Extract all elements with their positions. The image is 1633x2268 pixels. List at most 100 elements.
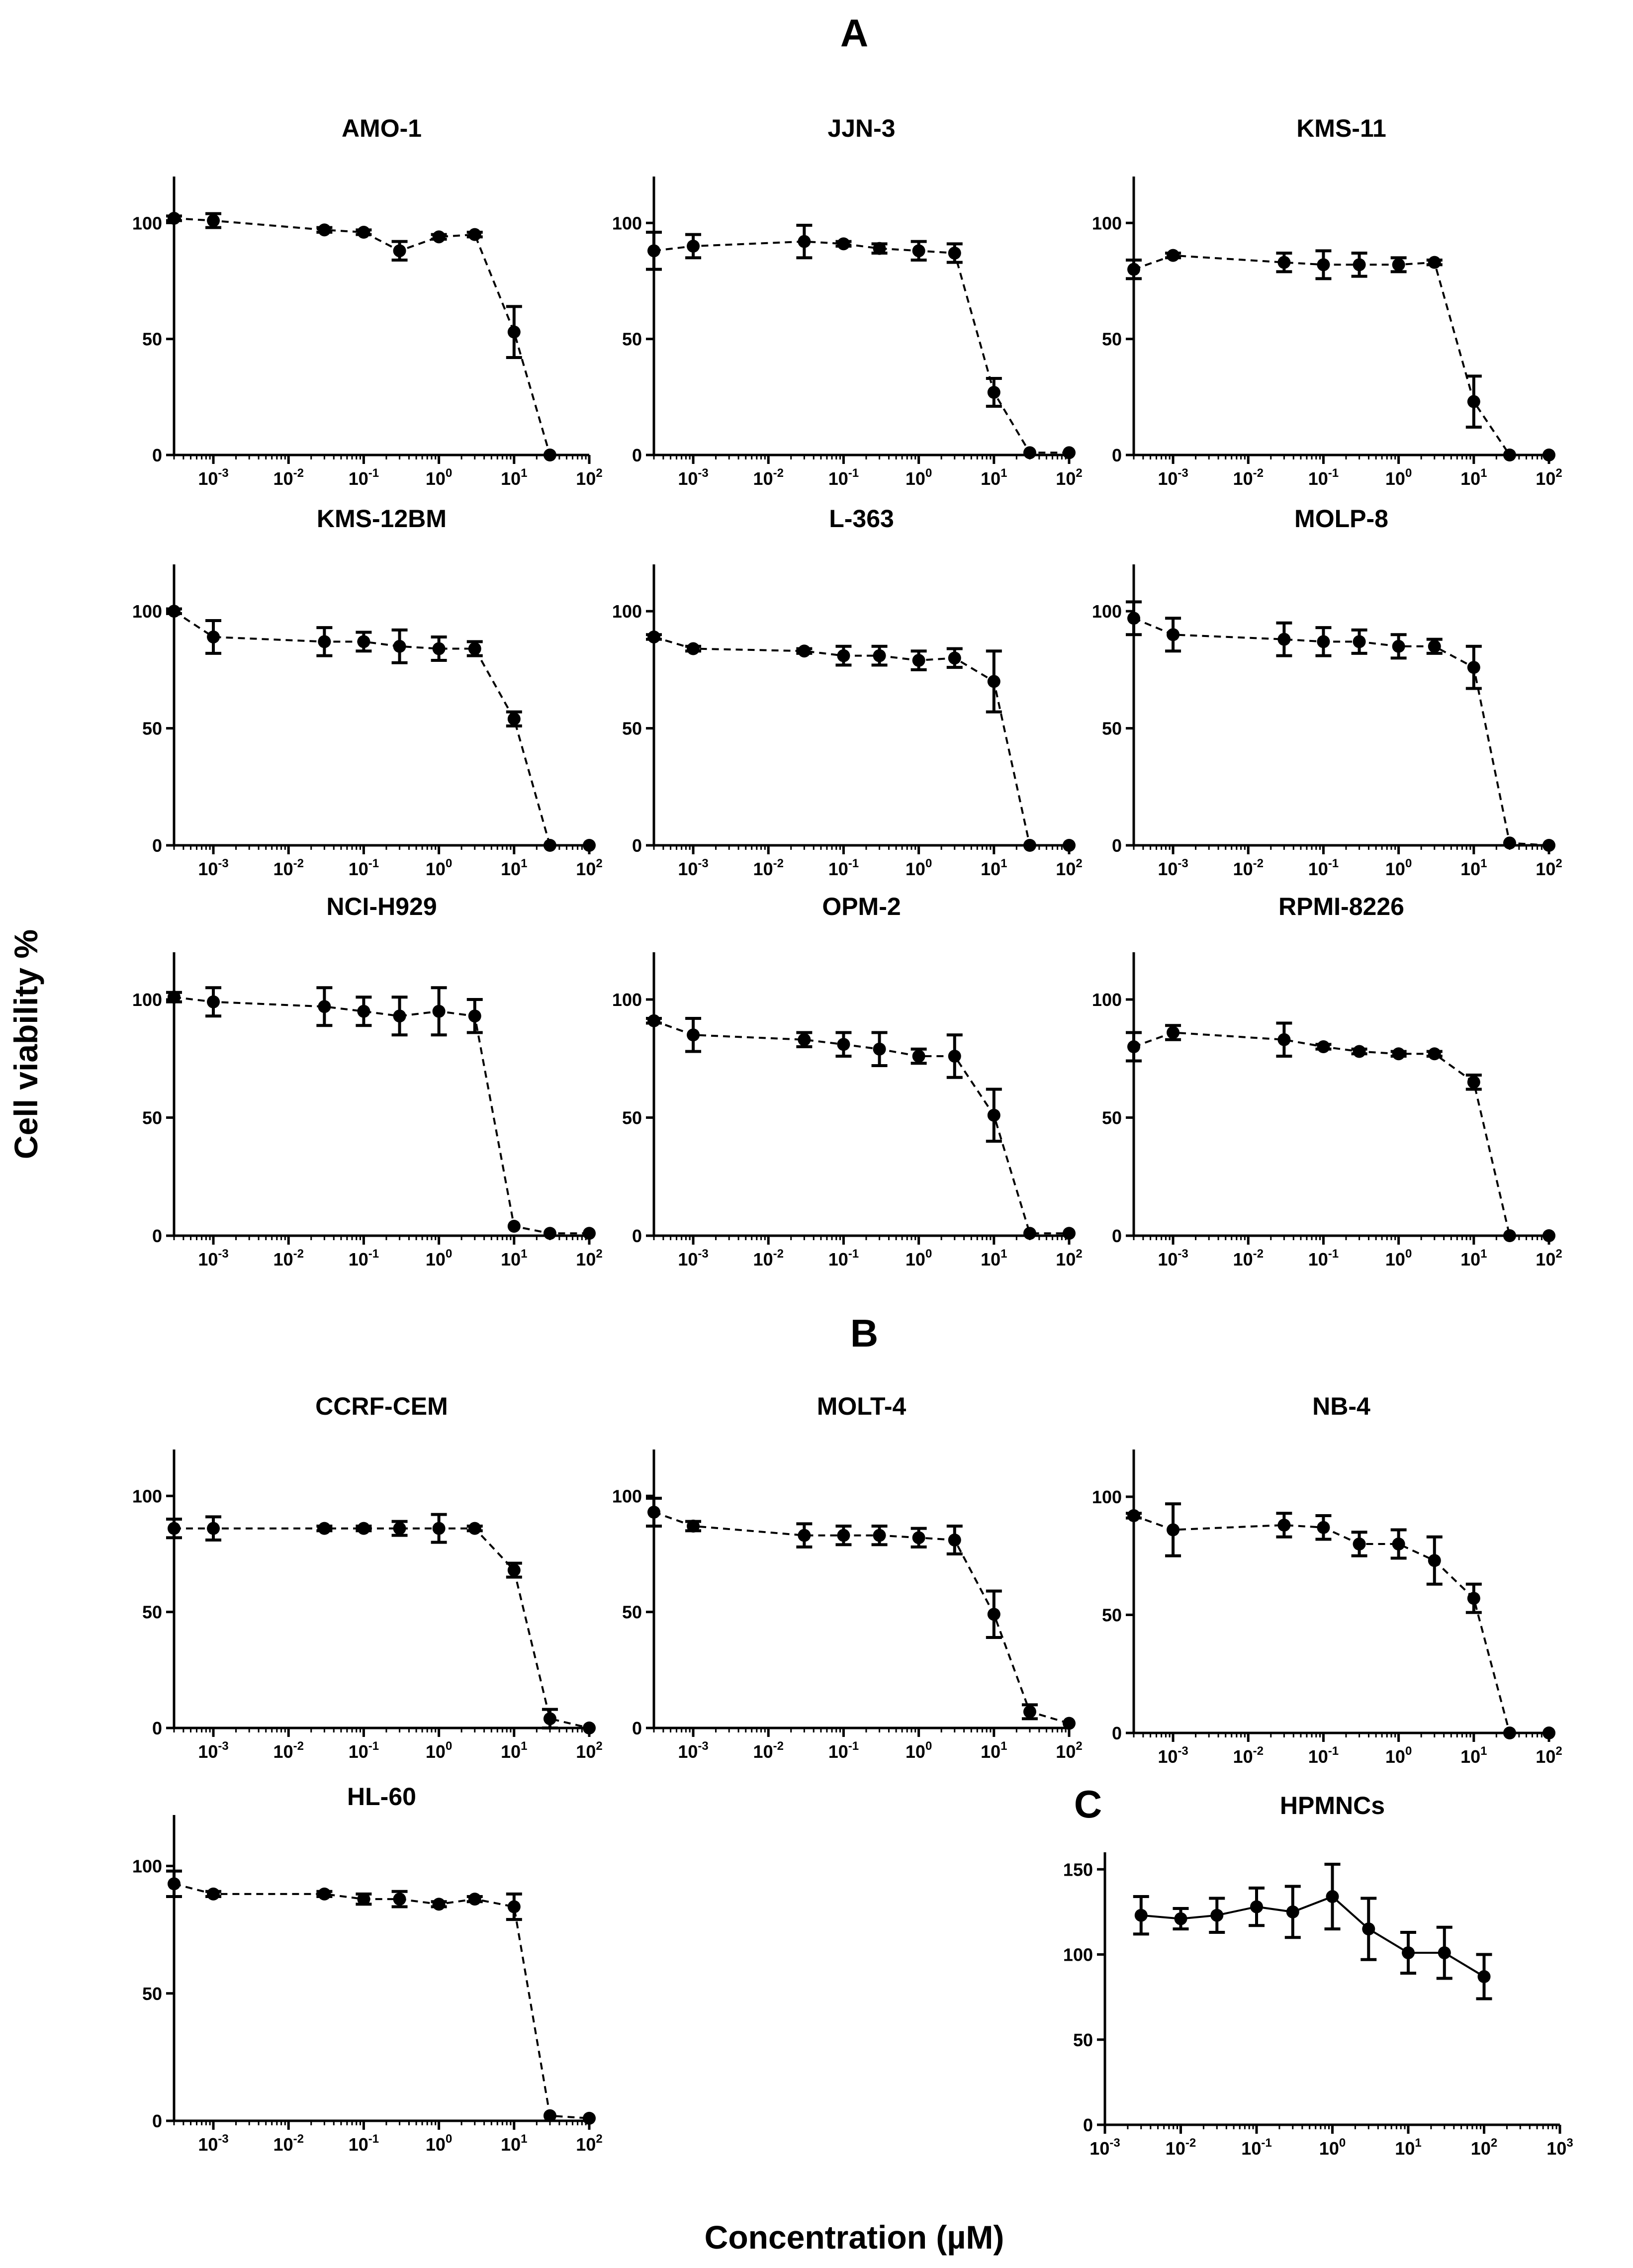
data-point	[647, 244, 660, 258]
x-tick-label: 10-3	[198, 2132, 228, 2155]
data-point	[687, 1028, 700, 1042]
x-tick-label: 10-2	[753, 1739, 784, 1762]
data-point	[168, 1877, 181, 1891]
chart-molt-4: MOLT-4 0 50 100 10-3 10-2 10-1 100 101 102	[612, 1392, 1083, 1762]
data-point	[583, 1722, 596, 1734]
data-point	[873, 649, 886, 662]
x-axis-title: Concentration (µM)	[705, 2219, 1004, 2256]
y-tick-label: 50	[622, 719, 642, 739]
x-tick-label: 10-3	[198, 466, 228, 489]
y-tick-label: 0	[1112, 1723, 1122, 1743]
data-point	[1428, 1554, 1441, 1567]
data-point	[507, 712, 521, 726]
y-tick-label: 50	[1102, 1108, 1122, 1128]
data-point	[1353, 258, 1366, 272]
y-tick-label: 0	[152, 1226, 162, 1246]
chart-l-363: L-363 0 50 100 10-3 10-2 10-1 100 101 102	[612, 505, 1083, 879]
chart-kms-12bm: KMS-12BM 0 50 100 10-3 10-2 10-1 100 101 102	[132, 505, 603, 879]
x-tick-label: 10-2	[273, 2132, 304, 2155]
data-point	[1167, 249, 1180, 262]
x-tick-label: 10-3	[1158, 1744, 1188, 1767]
data-point	[1250, 1900, 1263, 1913]
x-tick-label: 10-3	[678, 857, 708, 879]
x-tick-label: 102	[1536, 466, 1562, 489]
y-tick-label: 50	[142, 719, 162, 739]
data-point	[468, 1522, 481, 1535]
y-tick-label: 0	[152, 835, 162, 856]
data-point	[912, 1050, 925, 1063]
x-tick-label: 10-2	[273, 466, 304, 489]
y-tick-label: 50	[1102, 1605, 1122, 1626]
x-tick-label: 10-2	[1166, 2136, 1196, 2159]
chart-title: AMO-1	[342, 114, 422, 142]
y-tick-label: 0	[632, 1718, 642, 1738]
x-tick-label: 100	[426, 1739, 452, 1762]
data-point	[583, 839, 596, 852]
x-tick-label: 101	[1460, 857, 1487, 879]
data-point	[432, 1522, 446, 1535]
y-tick-label: 50	[622, 329, 642, 350]
data-point	[837, 1529, 850, 1542]
chart-hpmncs: HPMNCs 0 50 100 150 10-3 10-2 10-1 100 101 102 103	[1063, 1792, 1573, 2159]
data-point	[393, 244, 406, 258]
x-tick-label: 100	[426, 466, 452, 489]
chart-title: KMS-11	[1296, 114, 1386, 142]
data-point	[1167, 628, 1180, 641]
data-point	[1467, 661, 1480, 674]
data-point	[987, 1608, 1000, 1621]
x-tick-label: 100	[1385, 466, 1412, 489]
data-point	[1023, 446, 1036, 459]
data-point	[1542, 1229, 1555, 1242]
data-point	[837, 237, 850, 251]
x-tick-label: 101	[981, 1739, 1007, 1762]
data-point	[318, 635, 331, 648]
x-tick-label: 10-3	[1089, 2136, 1120, 2159]
data-point	[1467, 1076, 1480, 1089]
x-tick-label: 101	[981, 466, 1007, 489]
data-point	[1063, 1227, 1076, 1240]
data-point	[393, 1893, 406, 1906]
data-point	[948, 1534, 961, 1546]
x-tick-label: 10-2	[1233, 466, 1264, 489]
data-point	[1127, 1509, 1140, 1522]
y-tick-label: 0	[152, 1718, 162, 1738]
series-line	[174, 996, 589, 1235]
chart-nci-h929: NCI-H929 0 50 100 10-3 10-2 10-1 100 101 102	[132, 893, 603, 1270]
y-tick-label: 100	[612, 990, 642, 1010]
x-tick-label: 100	[426, 857, 452, 879]
data-point	[1392, 1538, 1405, 1550]
x-tick-label: 101	[1460, 1744, 1487, 1767]
data-point	[1392, 1047, 1405, 1061]
data-point	[507, 1900, 521, 1913]
x-tick-label: 102	[576, 857, 602, 879]
y-tick-label: 50	[1073, 2030, 1093, 2050]
chart-title: RPMI-8226	[1278, 893, 1404, 920]
series-line	[1133, 1031, 1549, 1237]
y-tick-label: 150	[1063, 1859, 1093, 1880]
x-tick-label: 101	[501, 857, 527, 879]
x-tick-label: 10-3	[1158, 1247, 1188, 1270]
data-point	[1317, 258, 1330, 272]
x-tick-label: 102	[1056, 466, 1082, 489]
x-tick-label: 10-1	[349, 1739, 379, 1762]
x-tick-label: 10-1	[349, 2132, 379, 2155]
data-point	[318, 1000, 331, 1013]
x-tick-label: 101	[1395, 2136, 1421, 2159]
x-tick-label: 100	[1385, 857, 1412, 879]
data-point	[912, 244, 925, 258]
y-tick-label: 50	[142, 1602, 162, 1623]
chart-title: HL-60	[347, 1783, 416, 1811]
x-tick-label: 103	[1546, 2136, 1573, 2159]
data-point	[1542, 449, 1555, 461]
data-point	[1063, 446, 1076, 459]
data-point	[1277, 633, 1291, 646]
y-tick-label: 100	[1063, 1945, 1093, 1965]
x-tick-label: 100	[906, 1247, 932, 1270]
x-tick-label: 10-2	[273, 1247, 304, 1270]
data-point	[1503, 1726, 1516, 1739]
series-line	[653, 636, 1069, 846]
y-tick-label: 100	[132, 213, 162, 233]
x-tick-label: 102	[1056, 857, 1082, 879]
series-line	[1141, 1895, 1485, 1978]
data-point	[357, 1893, 370, 1906]
